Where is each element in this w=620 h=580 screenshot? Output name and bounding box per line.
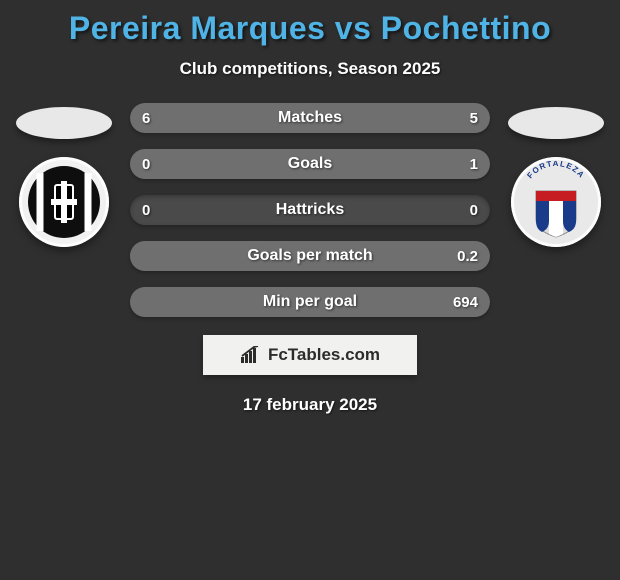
left-player-avatar-placeholder [16, 107, 112, 139]
bar-label: Goals [130, 149, 490, 179]
stat-bars: Matches65Goals01Hattricks00Goals per mat… [130, 103, 490, 317]
bar-value-right: 0 [470, 195, 478, 225]
stat-bar-row: Hattricks0 0 [130, 195, 490, 225]
bar-value-left: 6 [142, 103, 150, 133]
bar-label: Matches [130, 103, 490, 133]
branding-text: FcTables.com [268, 345, 380, 365]
content-row: Matches65Goals01Hattricks00Goals per mat… [0, 103, 620, 317]
shield-redband [536, 191, 576, 201]
shield-blue-right [563, 201, 576, 232]
shield-white-mid [549, 201, 563, 237]
crest-center [51, 181, 77, 223]
stats-card: Pereira Marques vs Pochettino Club compe… [0, 0, 620, 580]
stat-bar-row: Goals0 1 [130, 149, 490, 179]
chart-bars-icon [240, 346, 262, 364]
left-side [10, 103, 118, 247]
bar-label: Hattricks [130, 195, 490, 225]
bar-value-left: 0 [142, 195, 150, 225]
right-club-badge: FORTALEZA [511, 157, 601, 247]
arc-text: FORTALEZA [525, 161, 586, 180]
right-side: FORTALEZA [502, 103, 610, 247]
bar-label: Min per goal [130, 287, 490, 317]
branding-box: FcTables.com [203, 335, 417, 375]
bar-value-right: 1 [470, 149, 478, 179]
santa-cruz-crest-icon [25, 163, 103, 241]
stat-bar-row: Matches6 5 [130, 103, 490, 133]
page-title: Pereira Marques vs Pochettino [0, 0, 620, 47]
bar-value-right: 694 [453, 287, 478, 317]
subtitle: Club competitions, Season 2025 [0, 59, 620, 79]
date-line: 17 february 2025 [0, 395, 620, 415]
stat-bar-row: Goals per match0.2 [130, 241, 490, 271]
shield-blue-left [536, 201, 549, 232]
stat-bar-row: Min per goal694 [130, 287, 490, 317]
right-player-avatar-placeholder [508, 107, 604, 139]
fortaleza-crest-icon: FORTALEZA [515, 161, 597, 243]
left-club-badge [19, 157, 109, 247]
bar-value-right: 0.2 [457, 241, 478, 271]
bar-value-right: 5 [470, 103, 478, 133]
bar-value-left: 0 [142, 149, 150, 179]
bar-label: Goals per match [130, 241, 490, 271]
